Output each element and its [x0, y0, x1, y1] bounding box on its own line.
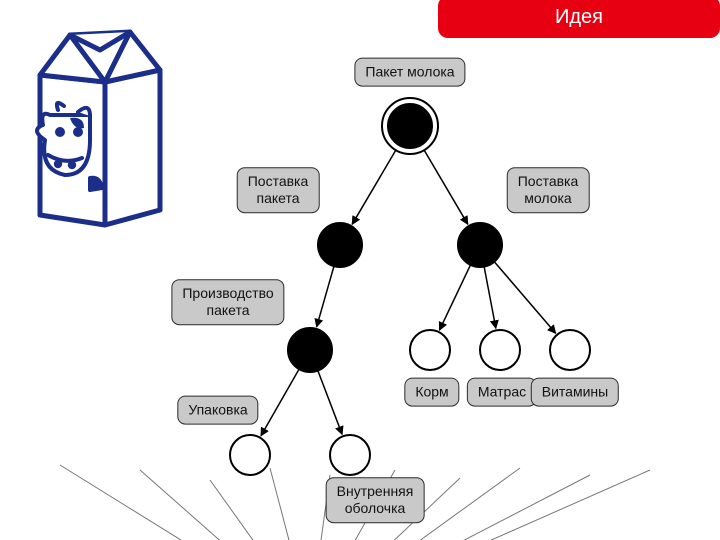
tree-node: [388, 104, 432, 148]
node-label: Пакет молока: [354, 58, 465, 87]
decor-line: [270, 468, 310, 540]
tree-edge: [261, 369, 299, 436]
tree-node: [230, 435, 270, 475]
tree-node: [410, 330, 450, 370]
tree-edge: [484, 267, 496, 329]
node-label: Производство пакета: [171, 279, 284, 325]
tree-edge: [439, 265, 470, 330]
node-label: Внутренняя оболочка: [326, 477, 425, 523]
tree-edge: [318, 371, 342, 435]
tree-node: [550, 330, 590, 370]
node-label: Поставка пакета: [237, 167, 320, 213]
decor-line: [210, 480, 310, 540]
tree-edge: [317, 266, 334, 327]
node-label: Упаковка: [177, 396, 258, 425]
node-label: Витамины: [531, 378, 619, 407]
tree-node: [480, 330, 520, 370]
node-label: Поставка молока: [507, 167, 590, 213]
tree-edge: [352, 145, 399, 224]
tree-node: [288, 328, 332, 372]
tree-node: [318, 223, 362, 267]
node-label: Корм: [404, 378, 459, 407]
node-label: Матрас: [467, 378, 537, 407]
tree-node: [330, 435, 370, 475]
decor-line: [140, 470, 310, 540]
tree-edge: [494, 262, 555, 334]
tree-node: [458, 223, 502, 267]
tree-edge: [421, 145, 468, 224]
